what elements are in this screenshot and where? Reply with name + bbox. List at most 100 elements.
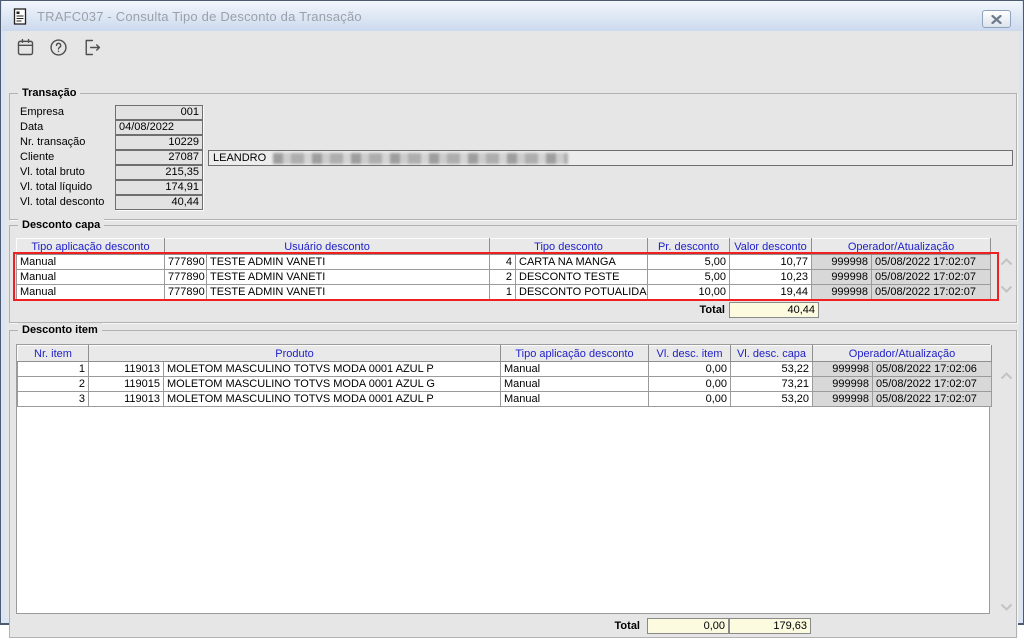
close-icon: [991, 14, 1002, 24]
capa-total-value: 40,44: [729, 302, 819, 318]
cell-vl-desc-item: 0,00: [648, 361, 731, 377]
cell-pr-desconto: 10,00: [647, 284, 731, 300]
group-desconto-capa-title: Desconto capa: [18, 218, 105, 232]
column-header[interactable]: Operador/Atualização: [812, 345, 992, 362]
titlebar[interactable]: TRAFC037 - Consulta Tipo de Desconto da …: [2, 1, 1022, 31]
cell-produto-nome: MOLETOM MASCULINO TOTVS MODA 0001 AZUL G: [163, 376, 501, 392]
exit-icon: [85, 39, 100, 55]
table-row[interactable]: 3 119013 MOLETOM MASCULINO TOTVS MODA 00…: [17, 391, 992, 407]
cell-produto-num: 119013: [88, 361, 164, 377]
column-header[interactable]: Vl. desc. item: [648, 345, 731, 362]
cliente-nome-text: LEANDRO: [213, 152, 267, 164]
field-row: Vl. total desconto 40,44: [10, 195, 1016, 210]
field-row: Vl. total bruto 215,35: [10, 165, 1016, 180]
data-field: 04/08/2022: [115, 120, 203, 135]
vl-total-liquido-field: 174,91: [115, 180, 203, 195]
cell-operador: 999998: [811, 254, 873, 270]
field-row: Nr. transação 10229: [10, 135, 1016, 150]
cell-produto-num: 119015: [88, 376, 164, 392]
nr-transacao-field: 10229: [115, 135, 203, 150]
cliente-nome-field: LEANDRO: [208, 150, 1013, 166]
column-header[interactable]: Produto: [88, 345, 501, 362]
table-row[interactable]: 1 119013 MOLETOM MASCULINO TOTVS MODA 00…: [17, 361, 992, 377]
table-row[interactable]: Manual 777890 TESTE ADMIN VANETI 1 DESCO…: [16, 284, 992, 300]
cell-atualizacao: 05/08/2022 17:02:07: [871, 269, 992, 285]
cell-tipo-num: 4: [489, 254, 517, 270]
scroll-down-icon[interactable]: [998, 284, 1014, 294]
column-header[interactable]: Pr. desconto: [647, 238, 731, 255]
scroll-up-icon[interactable]: [998, 371, 1014, 381]
cell-produto-num: 119013: [88, 391, 164, 407]
cell-operador: 999998: [811, 269, 873, 285]
cell-usuario-num: 777890: [164, 269, 207, 285]
cell-vl-desc-item: 0,00: [648, 376, 731, 392]
cell-atualizacao: 05/08/2022 17:02:06: [872, 361, 992, 377]
field-row: Vl. total líquido 174,91: [10, 180, 1016, 195]
empresa-field: 001: [115, 105, 203, 120]
group-transacao: Transação Empresa 001 Data 04/08/2022 Nr…: [9, 86, 1017, 220]
item-total-desc-capa: 179,63: [729, 618, 811, 634]
field-row: Empresa 001: [10, 105, 1016, 120]
redacted-client-name: [273, 152, 569, 164]
close-button[interactable]: [982, 10, 1011, 28]
column-header[interactable]: Nr. item: [17, 345, 89, 362]
cliente-field: 27087: [115, 150, 203, 165]
cell-usuario-num: 777890: [164, 284, 207, 300]
cell-produto-nome: MOLETOM MASCULINO TOTVS MODA 0001 AZUL P: [163, 391, 501, 407]
header-row: Nr. item Produto Tipo aplicação desconto…: [17, 345, 992, 362]
item-total-label: Total: [614, 620, 640, 632]
cell-atualizacao: 05/08/2022 17:02:07: [871, 254, 992, 270]
field-row: Data 04/08/2022: [10, 120, 1016, 135]
column-header[interactable]: Operador/Atualização: [811, 238, 992, 255]
cell-tipo-aplicacao: Manual: [16, 254, 165, 270]
cell-tipo-num: 1: [489, 284, 517, 300]
table-row[interactable]: 2 119015 MOLETOM MASCULINO TOTVS MODA 00…: [17, 376, 992, 392]
cell-tipo-aplicacao: Manual: [16, 269, 165, 285]
column-header[interactable]: Usuário desconto: [163, 238, 491, 255]
cell-nr-item: 3: [17, 391, 89, 407]
scroll-down-icon[interactable]: [998, 602, 1014, 612]
column-header[interactable]: Tipo aplicação desconto: [500, 345, 649, 362]
cell-atualizacao: 05/08/2022 17:02:07: [872, 391, 992, 407]
item-total-desc-item: 0,00: [647, 618, 729, 634]
cell-vl-desc-capa: 73,21: [730, 376, 813, 392]
field-label: Nr. transação: [20, 136, 86, 148]
column-header[interactable]: Valor desconto: [729, 238, 813, 255]
cell-tipo-aplicacao: Manual: [500, 376, 649, 392]
cell-atualizacao: 05/08/2022 17:02:07: [871, 284, 992, 300]
cell-pr-desconto: 5,00: [647, 269, 731, 285]
exit-button[interactable]: [78, 34, 104, 60]
cell-tipo-aplicacao: Manual: [500, 361, 649, 377]
table-row[interactable]: Manual 777890 TESTE ADMIN VANETI 2 DESCO…: [16, 269, 992, 285]
document-icon: [13, 7, 27, 25]
group-desconto-item: Desconto item Nr. item Produto Tipo apli…: [9, 323, 1017, 638]
column-header[interactable]: Vl. desc. capa: [730, 345, 813, 362]
cell-usuario-nome: TESTE ADMIN VANETI: [205, 254, 491, 270]
cell-produto-nome: MOLETOM MASCULINO TOTVS MODA 0001 AZUL P: [163, 361, 501, 377]
column-header[interactable]: Tipo aplicação desconto: [16, 238, 165, 255]
cell-valor-desconto: 10,77: [729, 254, 813, 270]
header-row: Tipo aplicação desconto Usuário desconto…: [16, 238, 992, 255]
cell-operador: 999998: [812, 376, 873, 392]
cell-vl-desc-capa: 53,20: [730, 391, 813, 407]
scroll-up-icon[interactable]: [998, 257, 1014, 267]
field-label: Vl. total bruto: [20, 166, 85, 178]
cell-operador: 999998: [812, 361, 873, 377]
cell-tipo-aplicacao: Manual: [500, 391, 649, 407]
cell-pr-desconto: 5,00: [647, 254, 731, 270]
table-row[interactable]: Manual 777890 TESTE ADMIN VANETI 4 CARTA…: [16, 254, 992, 270]
capa-total-label: Total: [699, 304, 725, 316]
field-label: Vl. total líquido: [20, 181, 93, 193]
cell-atualizacao: 05/08/2022 17:02:07: [872, 376, 992, 392]
cell-vl-desc-capa: 53,22: [730, 361, 813, 377]
column-header[interactable]: Tipo desconto: [489, 238, 649, 255]
help-button[interactable]: [45, 34, 71, 60]
desconto-item-grid: Nr. item Produto Tipo aplicação desconto…: [16, 344, 992, 614]
window-title: TRAFC037 - Consulta Tipo de Desconto da …: [37, 8, 362, 24]
cell-valor-desconto: 19,44: [729, 284, 813, 300]
cell-vl-desc-item: 0,00: [648, 391, 731, 407]
cell-operador: 999998: [811, 284, 873, 300]
calendar-button[interactable]: [12, 34, 38, 60]
cell-usuario-nome: TESTE ADMIN VANETI: [205, 269, 491, 285]
